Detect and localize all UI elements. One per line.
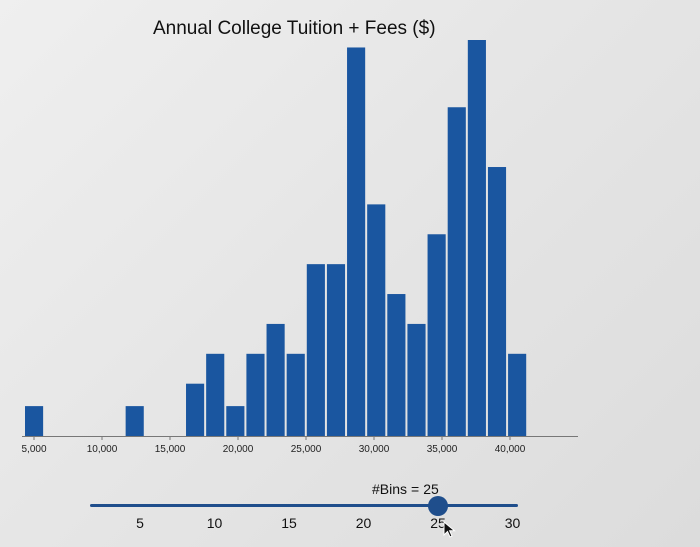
histogram-bar <box>206 353 225 436</box>
bins-label: #Bins <box>372 481 408 497</box>
histogram-bar <box>407 323 426 436</box>
bins-equals: = <box>411 481 420 497</box>
x-tick-label: 35,000 <box>427 444 458 455</box>
histogram-bar <box>186 383 205 436</box>
slider-tick-label: 25 <box>430 515 446 531</box>
slider-tick-label: 30 <box>504 515 521 531</box>
histogram-bar <box>326 264 346 436</box>
x-tick-label: 10,000 <box>87 444 118 455</box>
histogram: 5,000 10,000 15,000 20,000 25,000 30,000 35,00… <box>21 40 578 455</box>
histogram-bar <box>306 264 325 436</box>
x-tick-label: 20,000 <box>223 444 254 455</box>
bins-slider-track[interactable] <box>90 504 518 507</box>
arrow-pointer-icon <box>443 521 456 538</box>
x-tick-label: 5,000 <box>21 444 46 455</box>
histogram-bar <box>226 406 245 436</box>
histogram-bar <box>447 107 466 436</box>
histogram-bar <box>487 167 507 437</box>
slider-tick-label: 10 <box>206 515 223 531</box>
x-tick-label: 40,000 <box>495 444 526 455</box>
x-tick-label: 15,000 <box>155 444 186 455</box>
histogram-bar <box>25 406 44 436</box>
chart-title: Annual College Tuition + Fees ($) <box>153 18 436 39</box>
slider-tick-label: 20 <box>355 515 372 531</box>
slider-tick-label: 5 <box>136 515 144 531</box>
histogram-bar <box>427 234 446 436</box>
histogram-bar <box>387 294 406 436</box>
x-tick-label: 25,000 <box>291 444 322 455</box>
histogram-bar <box>246 353 265 436</box>
x-tick-label: 30,000 <box>359 444 390 455</box>
histogram-bar <box>467 40 486 436</box>
histogram-bar <box>125 406 144 436</box>
histogram-bar <box>266 323 285 436</box>
histogram-bar <box>286 353 305 436</box>
histogram-bar <box>367 204 386 436</box>
bins-value: 25 <box>423 481 439 497</box>
bins-slider-thumb[interactable] <box>428 496 448 516</box>
histogram-bar <box>347 47 366 436</box>
bins-readout: #Bins = 25 <box>372 481 439 497</box>
histogram-bar <box>508 353 527 436</box>
slider-tick-label: 15 <box>281 515 297 531</box>
